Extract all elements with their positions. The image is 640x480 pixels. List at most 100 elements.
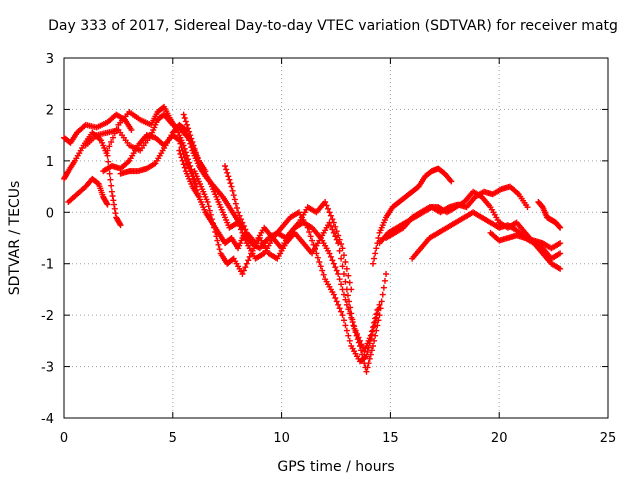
data-point-satellite-track-11 — [240, 223, 247, 229]
y-tick-label: 3 — [46, 52, 54, 67]
data-point-satellite-track-9 — [186, 128, 193, 135]
data-point-satellite-track-9 — [372, 319, 379, 325]
data-point-satellite-track-9 — [338, 308, 345, 315]
data-point-satellite-track-9 — [343, 327, 350, 334]
data-point-satellite-track-11 — [322, 199, 329, 205]
data-point-satellite-track-12 — [447, 177, 454, 184]
x-tick-label: 20 — [491, 431, 508, 446]
data-point-satellite-track-10 — [366, 355, 373, 362]
data-point-satellite-track-8 — [332, 264, 339, 271]
data-point-satellite-track-11 — [242, 226, 249, 233]
data-point-satellite-track-5 — [106, 143, 113, 150]
data-point-satellite-track-9 — [188, 135, 195, 142]
data-point-satellite-track-10 — [207, 211, 214, 218]
data-point-satellite-track-12 — [448, 178, 455, 185]
data-point-satellite-track-8 — [333, 267, 340, 274]
data-point-satellite-track-11 — [232, 200, 239, 207]
data-point-satellite-track-10 — [347, 304, 354, 311]
data-point-satellite-track-9 — [333, 298, 340, 305]
data-point-satellite-track-10 — [353, 332, 360, 339]
x-axis-label: GPS time / hours — [277, 459, 394, 475]
y-axis-label: SDTVAR / TECUs — [7, 181, 23, 296]
data-point-satellite-track-9 — [317, 263, 324, 270]
data-point-satellite-track-10 — [205, 203, 212, 210]
data-point-satellite-track-8 — [177, 151, 184, 157]
data-point-satellite-track-8 — [335, 271, 342, 277]
x-tick-label: 0 — [60, 431, 68, 446]
data-point-satellite-track-5 — [109, 134, 116, 141]
data-point-satellite-track-2 — [106, 170, 113, 177]
data-point-satellite-track-2 — [112, 210, 119, 217]
data-point-satellite-track-5 — [104, 147, 111, 154]
data-point-satellite-track-5 — [111, 130, 118, 137]
data-point-satellite-track-17 — [556, 223, 563, 230]
data-point-satellite-track-10 — [348, 310, 355, 317]
data-point-satellite-track-9 — [304, 224, 311, 231]
data-point-satellite-track-9 — [314, 254, 321, 261]
data-point-satellite-track-9 — [319, 267, 326, 274]
data-point-satellite-track-9 — [367, 336, 374, 343]
data-point-satellite-track-10 — [379, 291, 386, 298]
data-point-satellite-track-11 — [227, 180, 234, 187]
data-point-satellite-track-2 — [108, 182, 115, 189]
data-point-satellite-track-10 — [335, 240, 342, 247]
data-point-satellite-track-10 — [371, 337, 378, 344]
data-point-satellite-track-11 — [339, 245, 346, 252]
data-point-satellite-track-10 — [206, 207, 213, 214]
data-point-satellite-track-11 — [340, 252, 347, 259]
data-point-satellite-track-15 — [557, 265, 564, 272]
data-point-satellite-track-10 — [365, 360, 372, 367]
data-point-satellite-track-9 — [346, 337, 353, 344]
data-point-satellite-track-10 — [375, 317, 382, 324]
data-point-satellite-track-10 — [339, 263, 346, 270]
data-point-satellite-track-6 — [175, 136, 182, 143]
data-point-satellite-track-12 — [371, 255, 378, 262]
data-point-satellite-track-11 — [224, 169, 231, 176]
data-point-satellite-track-12 — [372, 250, 379, 257]
data-point-satellite-track-8 — [180, 161, 187, 168]
data-point-satellite-track-11 — [345, 272, 352, 279]
data-point-satellite-track-10 — [214, 237, 221, 244]
data-point-satellite-track-10 — [338, 255, 345, 262]
data-point-satellite-track-10 — [358, 347, 365, 354]
data-point-satellite-track-10 — [349, 316, 356, 323]
data-point-satellite-track-3 — [103, 200, 110, 207]
data-point-satellite-track-9 — [187, 132, 194, 139]
data-point-satellite-track-2 — [116, 220, 123, 227]
data-point-satellite-track-9 — [365, 344, 372, 351]
y-tick-label: -4 — [41, 412, 54, 427]
data-point-satellite-track-9 — [332, 295, 339, 301]
data-point-satellite-track-11 — [342, 259, 349, 265]
data-point-satellite-track-10 — [374, 322, 381, 329]
data-point-satellite-track-9 — [181, 115, 188, 121]
data-point-satellite-track-9 — [368, 331, 375, 338]
data-point-satellite-track-9 — [310, 241, 317, 248]
data-point-satellite-track-13 — [524, 204, 531, 211]
data-point-satellite-track-9 — [342, 322, 349, 329]
data-point-satellite-track-2 — [111, 205, 118, 212]
data-point-satellite-track-10 — [212, 229, 219, 235]
data-point-satellite-track-9 — [364, 349, 371, 355]
data-point-satellite-track-10 — [377, 305, 384, 312]
data-point-satellite-track-2 — [64, 169, 71, 176]
data-point-satellite-track-9 — [192, 149, 199, 156]
x-tick-label: 15 — [382, 431, 399, 446]
data-point-satellite-track-11 — [332, 223, 339, 230]
data-point-satellite-track-10 — [381, 277, 388, 284]
data-point-satellite-track-11 — [338, 241, 345, 247]
data-point-satellite-track-2 — [104, 152, 111, 159]
data-point-satellite-track-11 — [235, 209, 242, 216]
data-point-satellite-track-9 — [320, 271, 327, 278]
y-tick-label: -1 — [41, 258, 54, 273]
data-point-satellite-track-11 — [233, 205, 240, 211]
data-points — [61, 103, 564, 375]
data-point-satellite-track-9 — [330, 291, 337, 298]
data-point-satellite-track-9 — [335, 301, 342, 308]
data-point-satellite-track-10 — [340, 271, 347, 277]
data-point-satellite-track-10 — [332, 233, 339, 240]
data-point-satellite-track-10 — [243, 260, 250, 267]
data-point-satellite-track-10 — [363, 368, 370, 375]
data-point-satellite-track-9 — [240, 233, 247, 240]
data-point-satellite-track-10 — [210, 220, 217, 227]
